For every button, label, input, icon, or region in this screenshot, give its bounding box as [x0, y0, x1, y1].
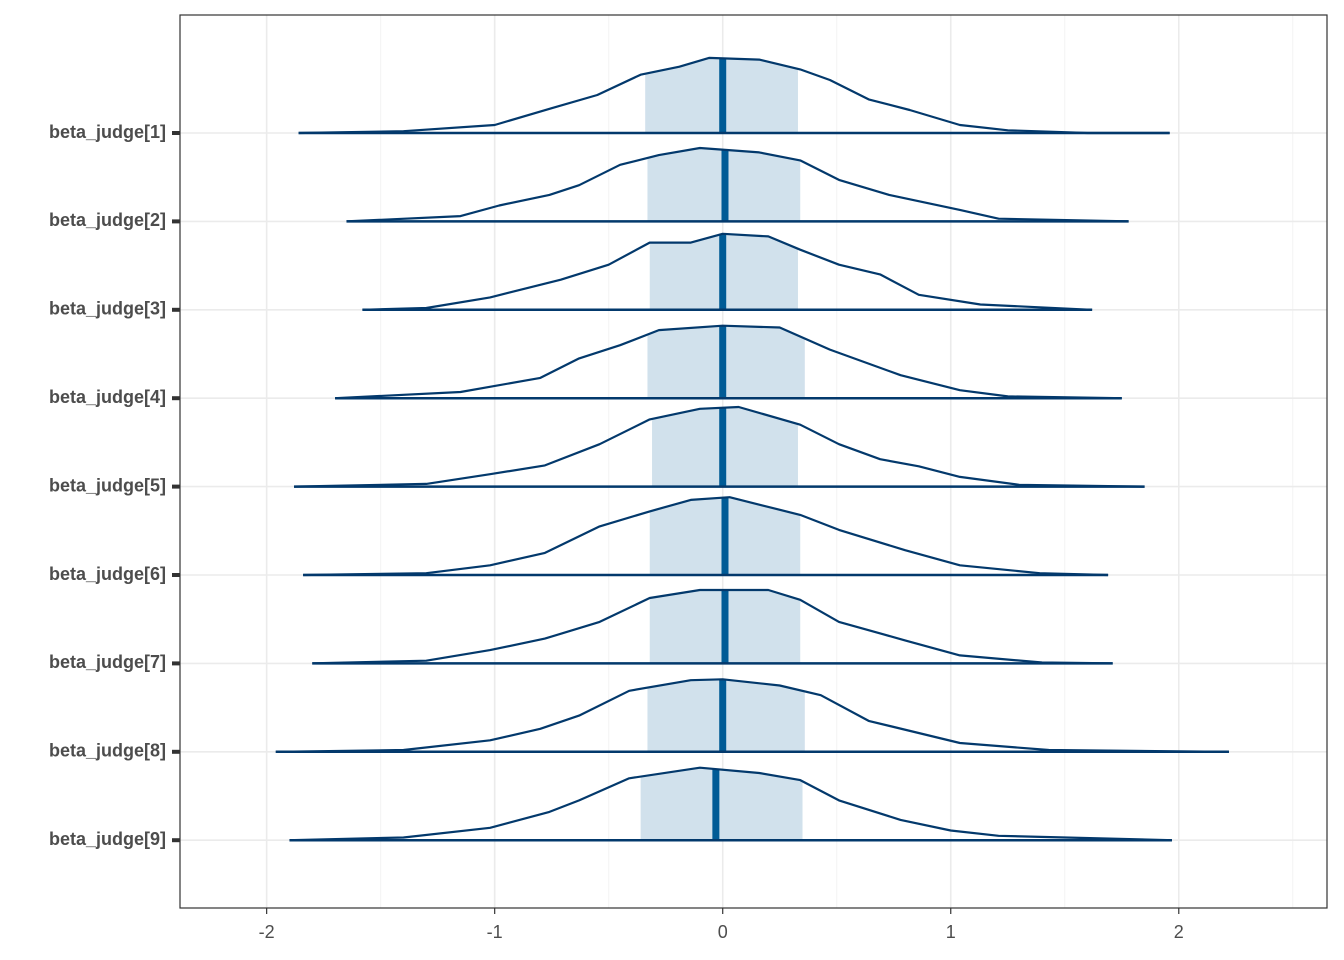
density-curve — [303, 496, 1109, 577]
density-curve — [346, 146, 1129, 223]
density-curve — [275, 678, 1229, 753]
y-tick-label: beta_judge[9] — [49, 829, 166, 849]
y-tick-label: beta_judge[5] — [49, 475, 166, 495]
density-curve — [289, 766, 1172, 842]
density-curve — [293, 405, 1145, 488]
density-curve — [362, 232, 1093, 311]
y-tick-label: beta_judge[1] — [49, 122, 166, 142]
y-tick-label: beta_judge[7] — [49, 652, 166, 672]
panel-border — [179, 14, 1328, 909]
x-tick-label: 1 — [946, 922, 956, 942]
y-tick-label: beta_judge[4] — [49, 387, 166, 407]
density-curve — [335, 324, 1122, 400]
y-tick-label: beta_judge[3] — [49, 299, 166, 319]
x-tick-label: -2 — [259, 922, 275, 942]
interval-area — [640, 767, 803, 841]
density-curve — [312, 588, 1113, 665]
x-tick-label: 0 — [718, 922, 728, 942]
y-tick-label: beta_judge[6] — [49, 564, 166, 584]
y-tick-label: beta_judge[2] — [49, 210, 166, 230]
plot-area — [275, 56, 1229, 842]
y-tick-label: beta_judge[8] — [49, 741, 166, 761]
density-curve — [298, 56, 1170, 135]
x-tick-label: -1 — [487, 922, 503, 942]
x-tick-label: 2 — [1174, 922, 1184, 942]
